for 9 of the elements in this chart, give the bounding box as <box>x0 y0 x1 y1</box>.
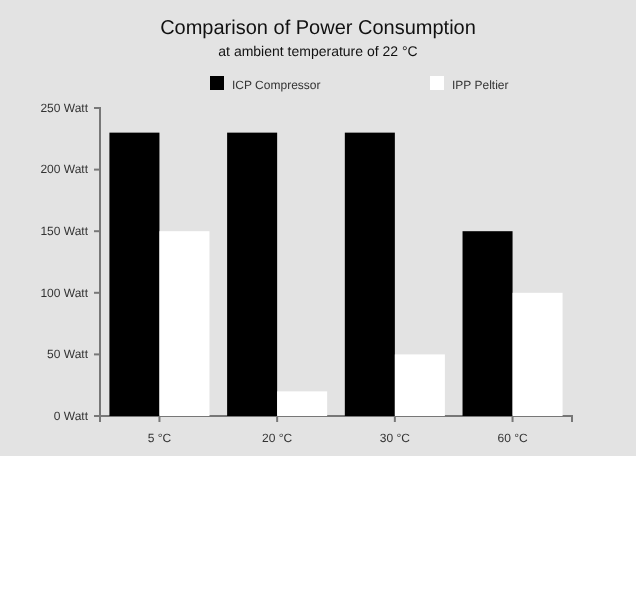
bar <box>394 354 445 416</box>
bar <box>277 391 328 416</box>
bar <box>227 132 278 416</box>
bar <box>159 231 210 416</box>
bar <box>512 292 563 416</box>
bar <box>462 231 513 416</box>
chart-title: Comparison of Power Consumption <box>160 18 476 40</box>
bar <box>344 132 395 416</box>
bar <box>109 132 160 416</box>
